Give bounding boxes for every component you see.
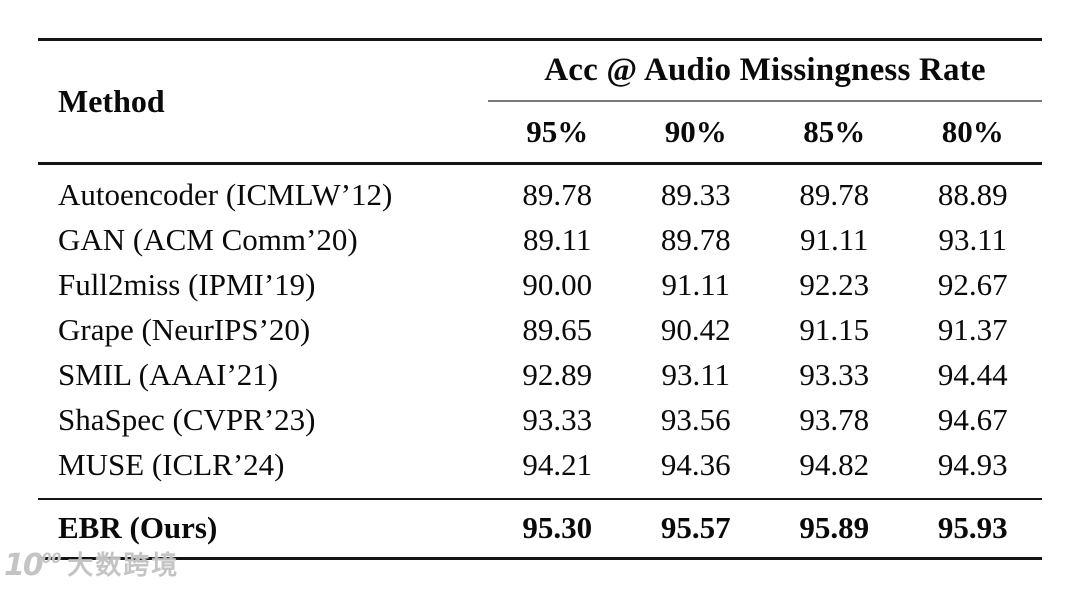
missingness-rate-subheaders: 95% 90% 85% 80% — [488, 102, 1042, 163]
table-top-rule — [38, 38, 1042, 41]
value-cell: 93.78 — [799, 402, 870, 437]
method-cell: MUSE (ICLR’24) — [58, 447, 285, 482]
accuracy-header-group: Acc @ Audio Missingness Rate 95% 90% 85%… — [488, 41, 1042, 162]
value-cell: 92.89 — [522, 357, 593, 392]
method-cell: ShaSpec (CVPR’23) — [58, 402, 316, 437]
value-cell: 94.93 — [937, 447, 1008, 482]
value-cell: 91.15 — [799, 312, 870, 347]
table-row-smil: SMIL (AAAI’21) 92.89 93.11 93.33 94.44 — [38, 353, 1042, 398]
table-body: Autoencoder (ICMLW’12) 89.78 89.33 89.78… — [38, 165, 1042, 498]
value-cell: 89.78 — [660, 222, 731, 257]
table-bottom-rule — [38, 556, 1042, 560]
watermark-text: 大数跨境 — [67, 551, 180, 581]
group-header-underline — [488, 100, 1042, 102]
value-cell: 94.67 — [937, 402, 1008, 437]
table-row-ebr-ours: EBR (Ours) 95.30 95.57 95.89 95.93 — [38, 500, 1042, 557]
value-cell: 89.11 — [522, 222, 592, 257]
header-body-rule — [38, 162, 1042, 165]
subheader-90: 90% — [664, 113, 727, 149]
value-cell: 91.11 — [661, 267, 731, 302]
value-cell: 90.42 — [660, 312, 731, 347]
value-cell: 95.93 — [937, 510, 1008, 545]
subheader-85: 85% — [803, 113, 866, 149]
table-row-full2miss: Full2miss (IPMI’19) 90.00 91.11 92.23 92… — [38, 263, 1042, 308]
value-cell: 89.78 — [799, 177, 870, 212]
table-header: Method Acc @ Audio Missingness Rate 95% … — [38, 41, 1042, 162]
value-cell: 93.33 — [522, 402, 593, 437]
body-ours-rule — [38, 497, 1042, 500]
value-cell: 91.37 — [937, 312, 1008, 347]
method-cell: Autoencoder (ICMLW’12) — [58, 177, 393, 212]
value-cell: 94.82 — [799, 447, 870, 482]
method-cell: Full2miss (IPMI’19) — [58, 267, 316, 302]
table-row-grape: Grape (NeurIPS’20) 89.65 90.42 91.15 91.… — [38, 308, 1042, 353]
method-cell: Grape (NeurIPS’20) — [58, 312, 311, 347]
results-table: Method Acc @ Audio Missingness Rate 95% … — [38, 38, 1042, 560]
value-cell: 88.89 — [937, 177, 1008, 212]
value-cell: 90.00 — [522, 267, 593, 302]
group-header-label: Acc @ Audio Missingness Rate — [544, 52, 986, 88]
value-cell: 94.36 — [660, 447, 731, 482]
value-cell: 89.78 — [522, 177, 593, 212]
value-cell: 91.11 — [799, 222, 869, 257]
value-cell: 89.33 — [660, 177, 731, 212]
value-cell: 93.11 — [661, 357, 731, 392]
value-cell: 95.89 — [799, 510, 870, 545]
value-cell: 94.44 — [937, 357, 1008, 392]
subheader-95: 95% — [526, 113, 589, 149]
value-cell: 93.11 — [938, 222, 1008, 257]
value-cell: 95.57 — [660, 510, 731, 545]
method-cell: SMIL (AAAI’21) — [58, 357, 279, 392]
table-row-muse: MUSE (ICLR’24) 94.21 94.36 94.82 94.93 — [38, 443, 1042, 488]
value-cell: 94.21 — [522, 447, 593, 482]
table-row-autoencoder: Autoencoder (ICMLW’12) 89.78 89.33 89.78… — [38, 173, 1042, 218]
method-column-header: Method — [58, 83, 165, 119]
value-cell: 89.65 — [522, 312, 593, 347]
table-row-gan: GAN (ACM Comm’20) 89.11 89.78 91.11 93.1… — [38, 218, 1042, 263]
value-cell: 92.23 — [799, 267, 870, 302]
value-cell: 95.30 — [522, 510, 593, 545]
subheader-80: 80% — [941, 113, 1004, 149]
watermark: 1000 大数跨境 — [4, 551, 179, 581]
method-cell: EBR (Ours) — [58, 510, 218, 545]
method-cell: GAN (ACM Comm’20) — [58, 222, 358, 257]
value-cell: 93.33 — [799, 357, 870, 392]
value-cell: 92.67 — [937, 267, 1008, 302]
table-row-shaspec: ShaSpec (CVPR’23) 93.33 93.56 93.78 94.6… — [38, 398, 1042, 443]
value-cell: 93.56 — [660, 402, 731, 437]
watermark-logo-icon: 1000 — [4, 548, 62, 583]
